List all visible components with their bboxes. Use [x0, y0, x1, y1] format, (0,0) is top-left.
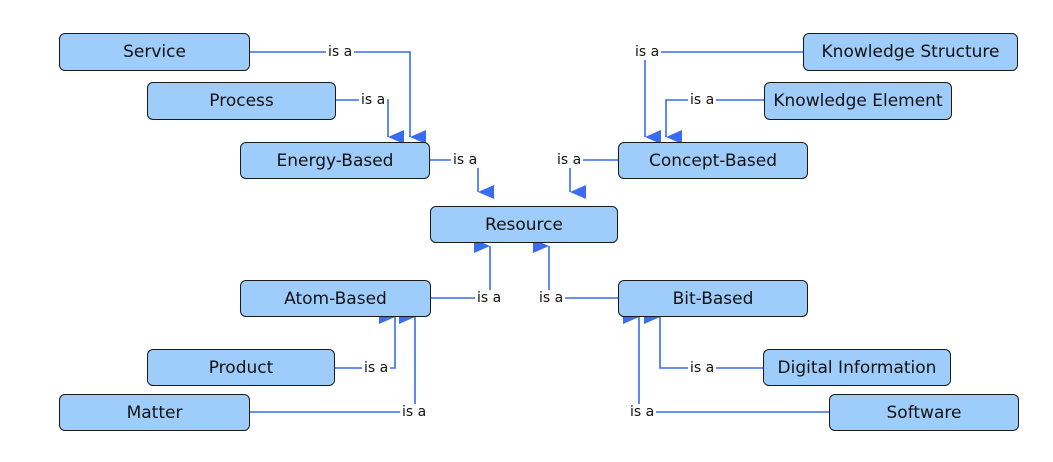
- node-digital-information[interactable]: Digital Information: [763, 349, 951, 386]
- node-knowledge-structure[interactable]: Knowledge Structure: [803, 33, 1018, 71]
- node-process[interactable]: Process: [147, 82, 336, 120]
- node-software[interactable]: Software: [829, 394, 1019, 431]
- node-matter[interactable]: Matter: [59, 394, 250, 431]
- edge-label-software: is a: [628, 404, 657, 420]
- edge-label-product: is a: [362, 360, 391, 376]
- node-knowledge-element[interactable]: Knowledge Element: [764, 82, 952, 120]
- node-service[interactable]: Service: [59, 33, 250, 71]
- edge-label-process: is a: [359, 92, 388, 108]
- edge-label-kstructure: is a: [633, 44, 662, 60]
- edge-digital-bit: [644, 310, 763, 369]
- edge-label-atom: is a: [475, 290, 504, 306]
- node-concept-based[interactable]: Concept-Based: [618, 142, 808, 179]
- edge-label-bit: is a: [537, 290, 566, 306]
- node-energy-based[interactable]: Energy-Based: [240, 142, 430, 179]
- edge-process-energy: [336, 99, 404, 144]
- node-atom-based[interactable]: Atom-Based: [240, 280, 431, 317]
- node-bit-based[interactable]: Bit-Based: [618, 280, 808, 317]
- node-resource[interactable]: Resource: [430, 206, 618, 243]
- edge-label-digital: is a: [688, 360, 717, 376]
- edge-label-kelement: is a: [688, 92, 717, 108]
- edge-label-service: is a: [326, 44, 355, 60]
- node-product[interactable]: Product: [147, 349, 335, 386]
- edge-label-concept: is a: [555, 152, 584, 168]
- edge-label-energy: is a: [451, 152, 480, 168]
- edge-product-atom: [335, 310, 396, 369]
- edge-label-matter: is a: [400, 404, 429, 420]
- edge-service-energy: [250, 51, 426, 144]
- edge-kelement-concept: [665, 99, 764, 144]
